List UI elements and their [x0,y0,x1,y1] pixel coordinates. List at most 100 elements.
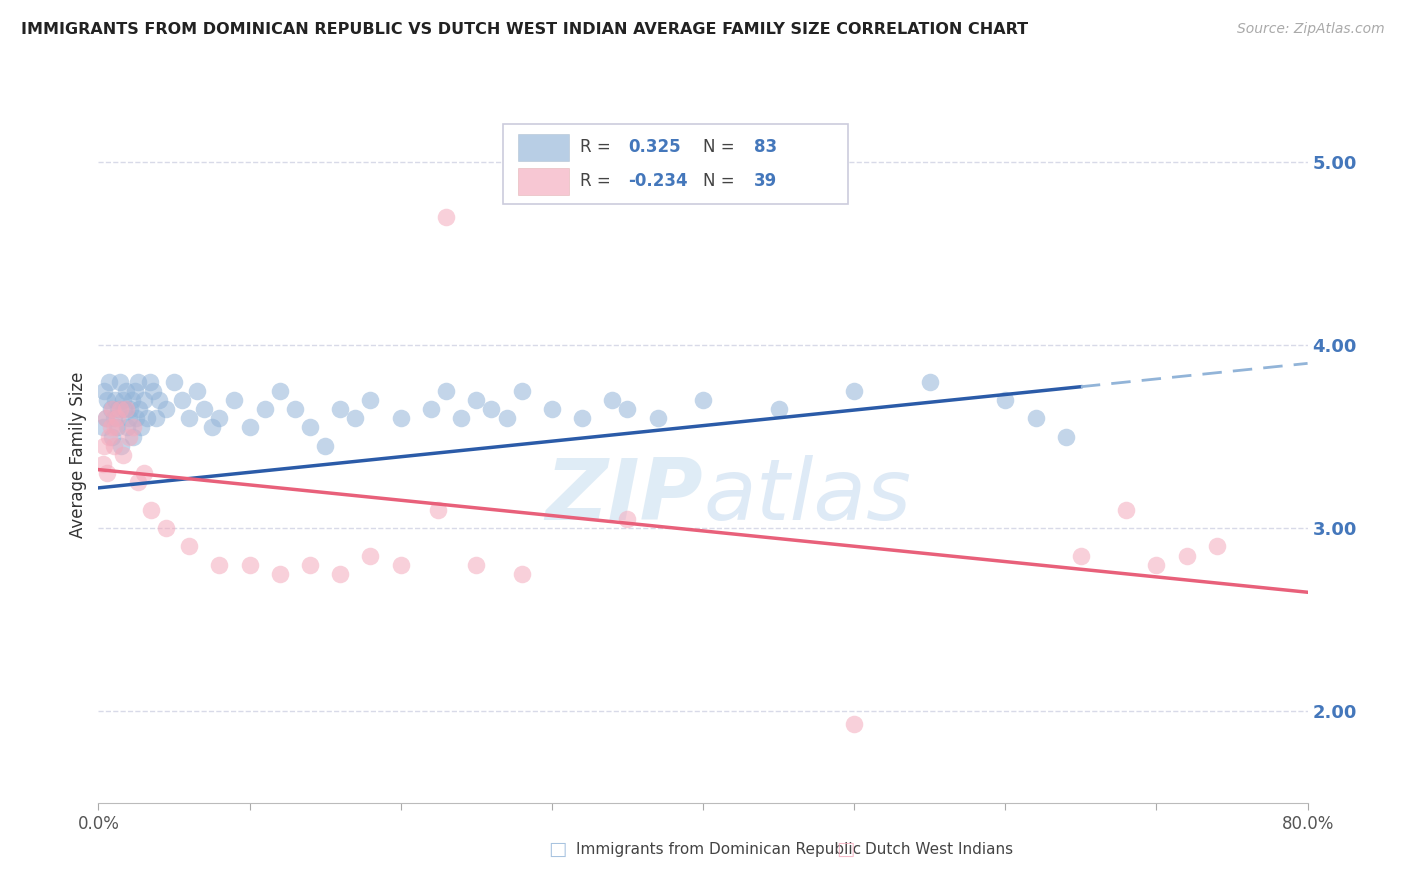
Text: Source: ZipAtlas.com: Source: ZipAtlas.com [1237,22,1385,37]
Point [299,558,322,572]
Point [510,384,533,398]
Point [208,411,231,425]
Point [692,392,714,407]
Point [179,411,201,425]
Point [450,411,472,425]
Point [495,411,517,425]
Point [253,402,276,417]
Point [616,512,638,526]
Point [389,411,412,425]
Point [170,392,193,407]
Point [122,420,145,434]
Point [269,566,291,581]
Point [108,402,131,417]
Point [98,375,121,389]
Point [121,392,143,407]
Point [93,384,115,398]
Point [107,402,129,417]
Point [135,411,157,425]
Point [186,384,208,398]
Bar [517,134,569,161]
Point [120,402,142,417]
Point [269,384,291,398]
Point [571,411,593,425]
Point [127,475,149,490]
Point [122,429,145,443]
Text: -0.234: -0.234 [628,172,688,191]
Point [111,448,134,462]
Point [329,402,352,417]
Point [101,402,124,417]
Point [114,402,136,417]
Point [389,558,412,572]
Text: 39: 39 [754,172,778,191]
Point [844,717,866,731]
Point [104,420,127,434]
Point [128,402,150,417]
Point [148,392,170,407]
Point [239,558,262,572]
Point [193,402,215,417]
Point [314,439,336,453]
Point [103,439,125,453]
Text: N =: N = [703,138,734,156]
Point [768,402,790,417]
Point [145,411,167,425]
FancyBboxPatch shape [503,124,848,204]
Point [96,467,118,481]
Bar [517,169,569,194]
Point [1070,549,1092,563]
Point [1206,540,1229,554]
Point [125,411,148,425]
Point [127,375,149,389]
Point [1115,503,1137,517]
Text: R =: R = [579,172,616,191]
Point [481,402,503,417]
Point [100,402,122,417]
Point [100,420,122,434]
Text: □: □ [837,839,855,859]
Y-axis label: Average Family Size: Average Family Size [69,372,87,538]
Point [1024,411,1046,425]
Point [224,392,246,407]
Point [129,420,152,434]
Text: □: □ [548,839,567,859]
Point [94,411,117,425]
Point [142,384,165,398]
Text: 0.325: 0.325 [628,138,681,156]
Point [1054,429,1077,443]
Point [1175,549,1198,563]
Point [616,402,638,417]
Point [139,375,162,389]
Text: atlas: atlas [703,455,911,538]
Point [179,540,201,554]
Point [434,210,457,224]
Text: N =: N = [703,172,734,191]
Point [105,420,128,434]
Point [208,558,231,572]
Text: 83: 83 [754,138,778,156]
Point [844,384,866,398]
Point [155,521,177,535]
Text: R =: R = [579,138,616,156]
Point [239,420,262,434]
Point [103,411,125,425]
Point [360,392,382,407]
Point [299,420,322,434]
Point [132,467,155,481]
Point [647,411,669,425]
Point [163,375,186,389]
Point [141,503,163,517]
Point [132,392,155,407]
Point [465,558,488,572]
Point [360,549,382,563]
Point [420,402,443,417]
Point [93,439,115,453]
Point [427,503,450,517]
Point [118,411,141,425]
Point [510,566,533,581]
Point [124,384,146,398]
Point [108,375,131,389]
Point [110,439,132,453]
Point [112,402,135,417]
